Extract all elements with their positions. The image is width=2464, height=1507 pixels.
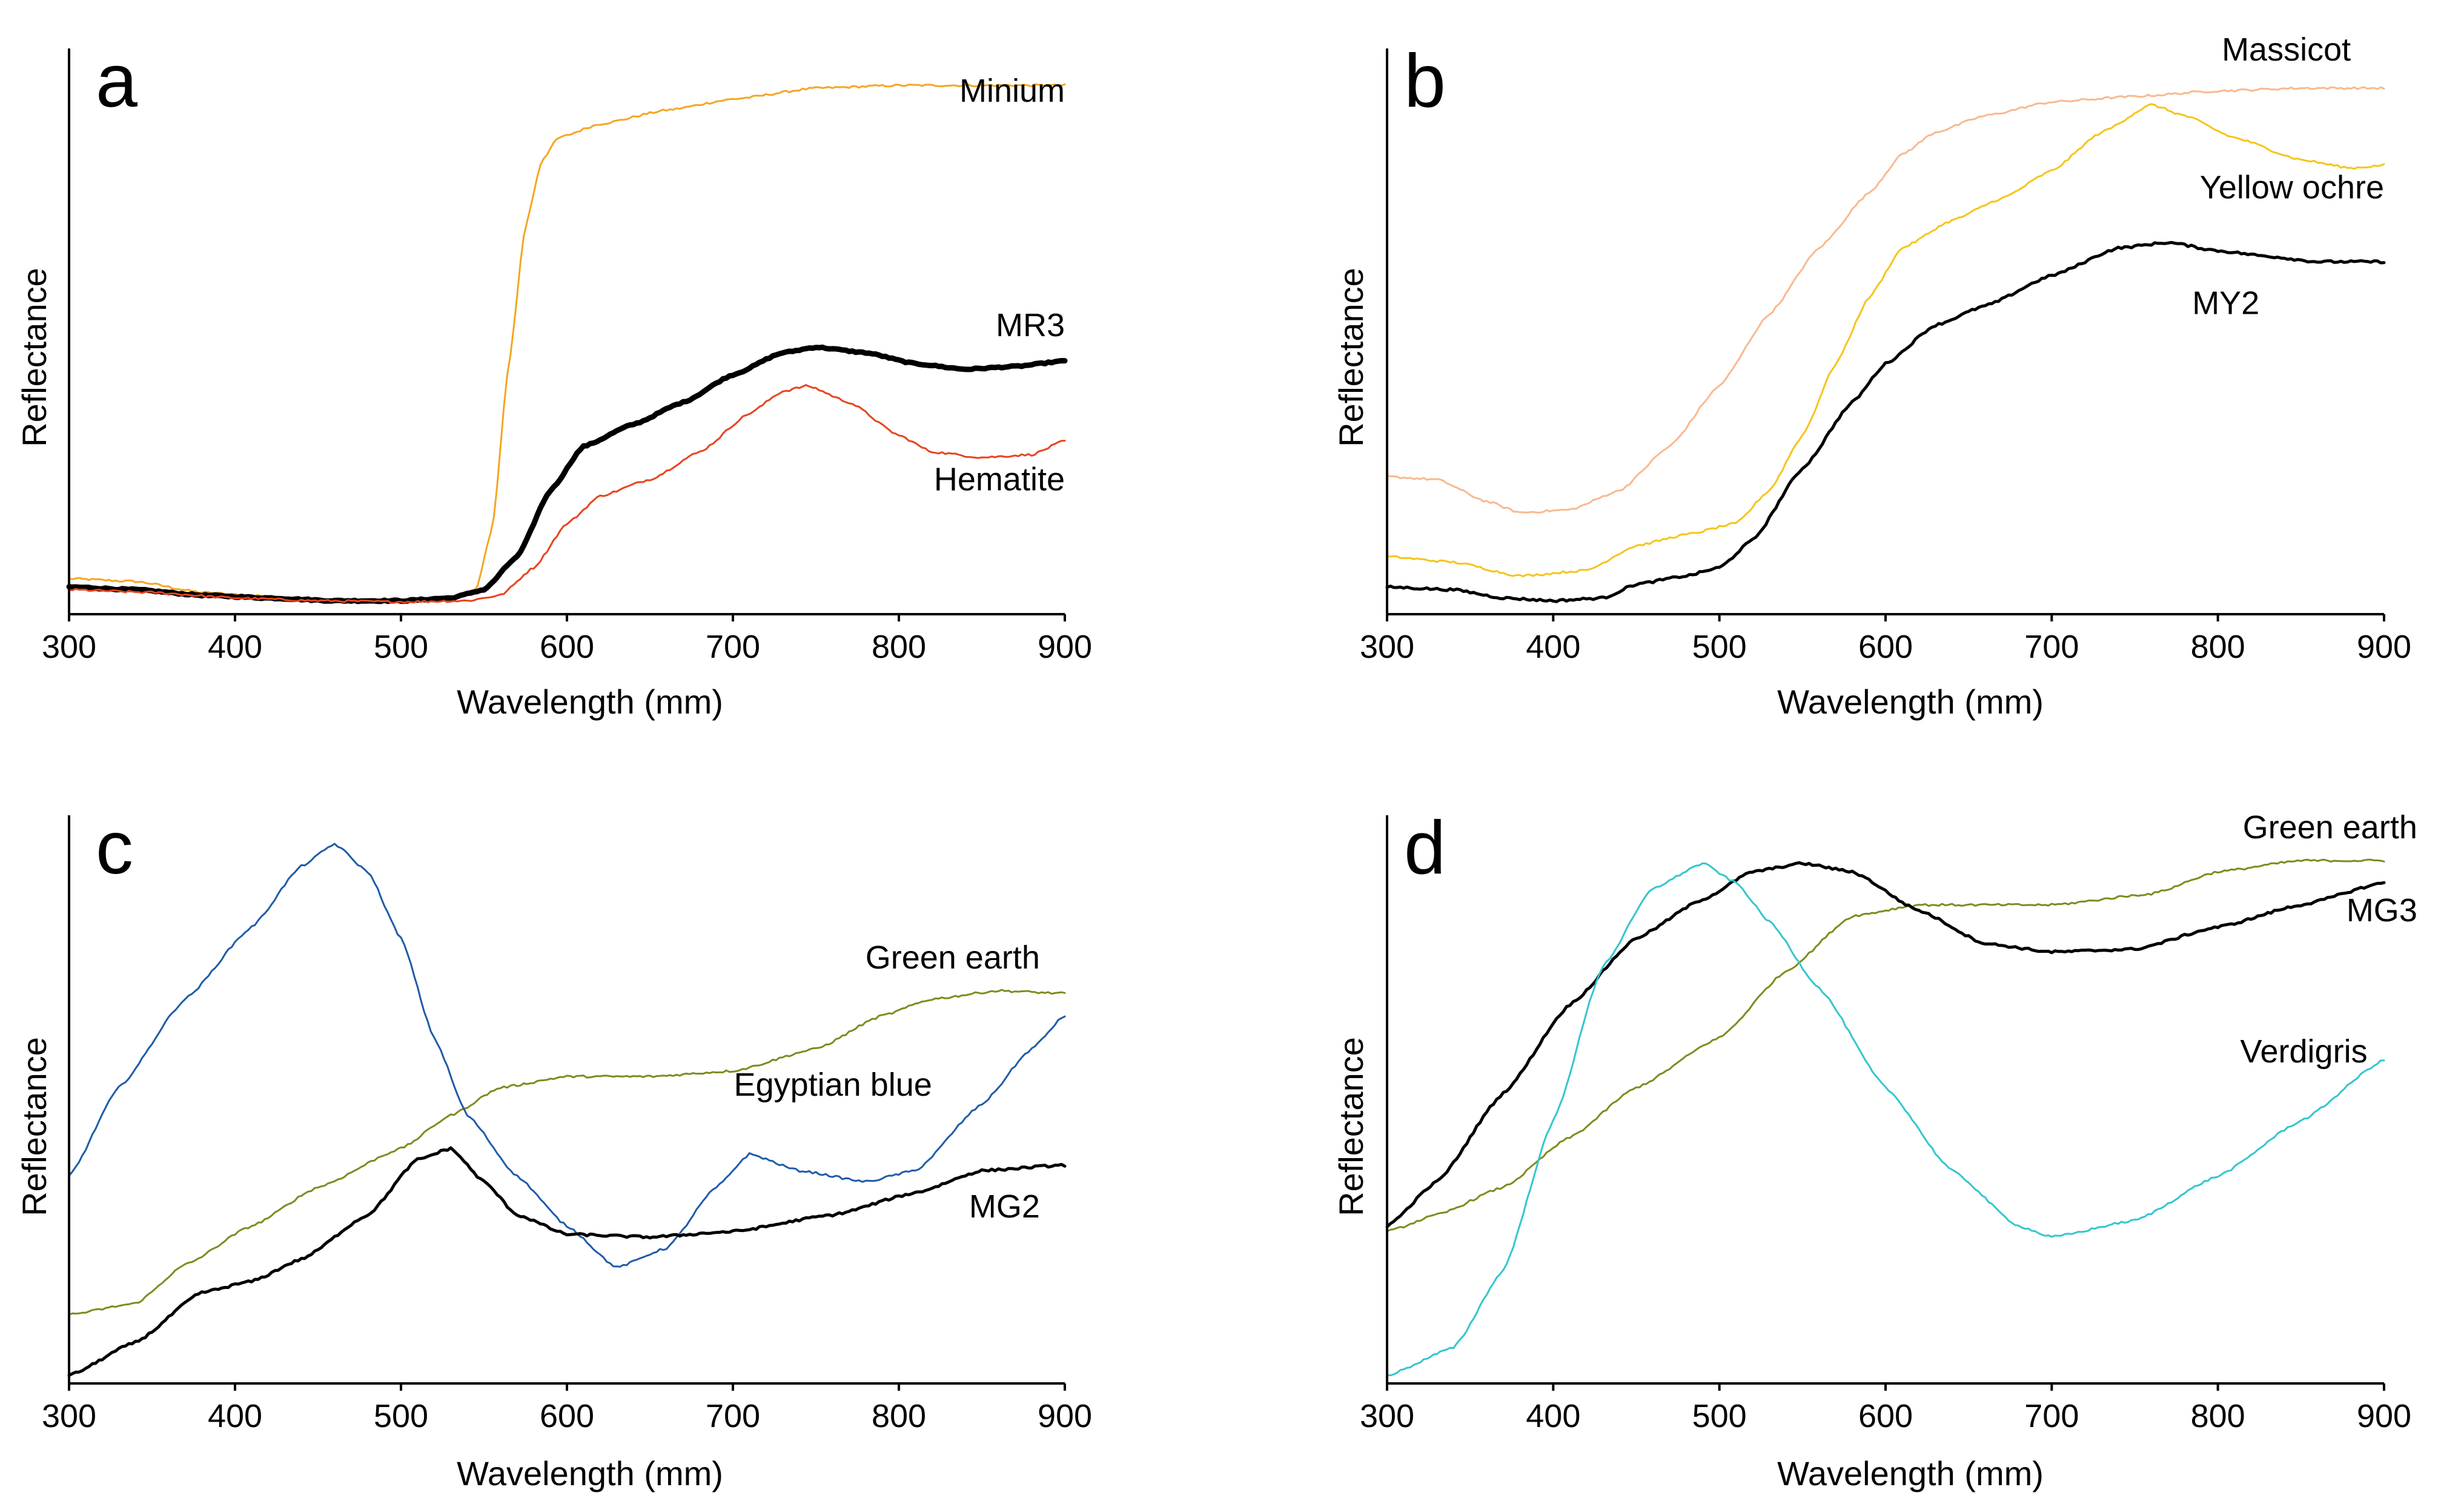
x-tick-label: 900 (2357, 629, 2411, 665)
series-label: Massicot (2222, 31, 2351, 68)
axis-lines (1386, 48, 2384, 615)
series-label: Egyptian blue (734, 1067, 932, 1103)
series-lines (1385, 858, 2386, 1377)
x-tick-label: 500 (1692, 1398, 1747, 1434)
x-ticks: 300 400 500 600 700 800 900 (42, 1383, 1092, 1434)
x-tick-label: 600 (540, 629, 594, 665)
y-axis-title: Reflectance (15, 1037, 53, 1216)
series-line-my2 (1385, 240, 2386, 603)
x-tick-label: 400 (208, 629, 262, 665)
series-line-mg3 (1385, 861, 2386, 1228)
series-label: Hematite (934, 462, 1065, 498)
x-tick-label: 300 (1360, 1398, 1414, 1434)
series-line-hematite (68, 384, 1066, 604)
x-tick-label: 700 (2024, 629, 2079, 665)
series-label: Green earth (2243, 809, 2417, 846)
x-tick-label: 500 (374, 1398, 428, 1434)
series-lines (66, 83, 1068, 604)
series-line-massicot (1386, 86, 2385, 514)
x-tick-label: 500 (1692, 629, 1747, 665)
x-tick-label: 600 (540, 1398, 594, 1434)
series-labels: Massicot Yellow ochre MY2 (2192, 31, 2384, 322)
series-label: Verdigris (2240, 1033, 2367, 1070)
series-labels: Green earth Egyptian blue MG2 (734, 939, 1040, 1225)
x-tick-label: 900 (1038, 629, 1092, 665)
series-label: Green earth (866, 939, 1040, 976)
series-line-mg2 (67, 1146, 1067, 1377)
panel-d: d 300 400 500 600 700 800 900 Green earth MG3 Ve… (1332, 806, 2417, 1492)
panel-c: c 300 400 500 600 700 800 900 Green earth Egypt… (15, 806, 1092, 1492)
series-label: MY2 (2192, 285, 2259, 321)
panel-letter: c (96, 806, 133, 890)
x-axis-title: Wavelength (mm) (1777, 683, 2044, 721)
x-tick-label: 700 (706, 1398, 760, 1434)
series-line-egyptian-blue (68, 843, 1066, 1268)
x-ticks: 300 400 500 600 700 800 900 (1360, 1383, 2411, 1434)
x-tick-label: 600 (1858, 1398, 1913, 1434)
x-axis-title: Wavelength (mm) (457, 1454, 723, 1492)
series-label: MG3 (2346, 892, 2417, 929)
series-label: MG2 (969, 1188, 1040, 1225)
x-tick-label: 500 (374, 629, 428, 665)
x-tick-label: 300 (1360, 629, 1414, 665)
x-tick-label: 400 (208, 1398, 262, 1434)
series-label: MR3 (996, 307, 1065, 343)
x-tick-label: 400 (1526, 629, 1580, 665)
x-tick-label: 800 (2191, 629, 2245, 665)
y-axis-title: Reflectance (1332, 1037, 1370, 1216)
series-label: Yellow ochre (2200, 169, 2384, 205)
series-label: Minium (959, 73, 1065, 109)
x-tick-label: 300 (42, 1398, 96, 1434)
x-tick-label: 400 (1526, 1398, 1580, 1434)
panel-b: b 300 400 500 600 700 800 900 Massicot Yellow o… (1332, 31, 2411, 721)
y-axis-title: Reflectance (15, 268, 53, 447)
axis-lines (68, 48, 1065, 615)
series-line-yellow-ochre (1386, 103, 2385, 578)
x-tick-label: 800 (872, 629, 926, 665)
series-line-green-earth (1386, 858, 2385, 1233)
x-tick-label: 800 (2191, 1398, 2245, 1434)
series-lines (1385, 86, 2386, 603)
series-labels: Minium MR3 Hematite (934, 73, 1065, 498)
series-line-minium (68, 83, 1066, 603)
x-ticks: 300 400 500 600 700 800 900 (1360, 614, 2411, 665)
x-axis-title: Wavelength (mm) (1777, 1454, 2044, 1492)
series-line-mr3 (66, 344, 1068, 604)
x-tick-label: 700 (706, 629, 760, 665)
x-axis-title: Wavelength (mm) (457, 683, 723, 721)
panel-a: a 300 400 500 600 700 800 900 Minium MR3 Hematit… (15, 39, 1092, 721)
series-lines (67, 843, 1067, 1377)
x-tick-label: 900 (1038, 1398, 1092, 1434)
x-ticks: 300 400 500 600 700 800 900 (42, 614, 1092, 665)
panel-letter: d (1404, 806, 1446, 890)
x-tick-label: 600 (1858, 629, 1913, 665)
panel-letter: a (96, 39, 137, 123)
axis-lines (1386, 815, 2384, 1385)
panel-letter: b (1404, 39, 1446, 123)
x-tick-label: 800 (872, 1398, 926, 1434)
x-tick-label: 900 (2357, 1398, 2411, 1434)
series-line-verdigris (1386, 862, 2385, 1377)
x-tick-label: 700 (2024, 1398, 2079, 1434)
series-labels: Green earth MG3 Verdigris (2240, 809, 2417, 1070)
x-tick-label: 300 (42, 629, 96, 665)
y-axis-title: Reflectance (1332, 268, 1370, 447)
series-line-green-earth (68, 989, 1066, 1316)
